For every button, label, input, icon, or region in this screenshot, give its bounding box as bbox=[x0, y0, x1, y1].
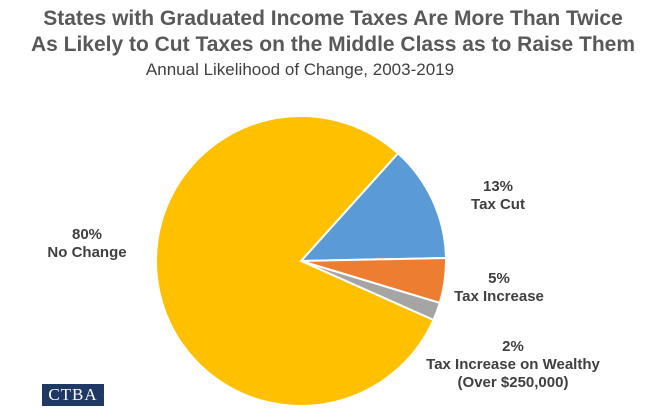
slice-value-tax-increase-wealthy: 2% bbox=[502, 338, 524, 355]
ctba-logo: CTBA bbox=[42, 384, 104, 406]
chart-title-line-2: As Likely to Cut Taxes on the Middle Cla… bbox=[30, 33, 636, 56]
chart-title-line-1: States with Graduated Income Taxes Are M… bbox=[43, 7, 623, 30]
slice-value-no-change: 80% bbox=[71, 226, 103, 243]
slice-name-tax-increase: Tax Increase bbox=[454, 288, 544, 305]
slice-label-tax-increase: 5% Tax Increase bbox=[442, 270, 556, 306]
slice-name-tax-cut: Tax Cut bbox=[471, 196, 525, 213]
chart-subtitle: Annual Likelihood of Change, 2003-2019 bbox=[145, 60, 455, 79]
slice-name-no-change: No Change bbox=[47, 244, 127, 261]
slice-name-tax-increase-wealthy-line-1: Tax Increase on Wealthy bbox=[426, 356, 600, 373]
slice-label-tax-cut: 13% Tax Cut bbox=[450, 178, 546, 214]
slice-name-tax-increase-wealthy-line-2: (Over $250,000) bbox=[457, 374, 569, 391]
chart-title: States with Graduated Income Taxes Are M… bbox=[0, 6, 666, 58]
slice-label-no-change: 80% No Change bbox=[35, 226, 139, 262]
slice-value-tax-cut: 13% bbox=[482, 178, 514, 195]
slice-value-tax-increase: 5% bbox=[488, 270, 510, 287]
slice-label-tax-increase-wealthy: 2% Tax Increase on Wealthy (Over $250,00… bbox=[398, 338, 628, 392]
pie-slice-no-change bbox=[155, 115, 435, 407]
pie-slice-tax-cut bbox=[298, 151, 447, 263]
